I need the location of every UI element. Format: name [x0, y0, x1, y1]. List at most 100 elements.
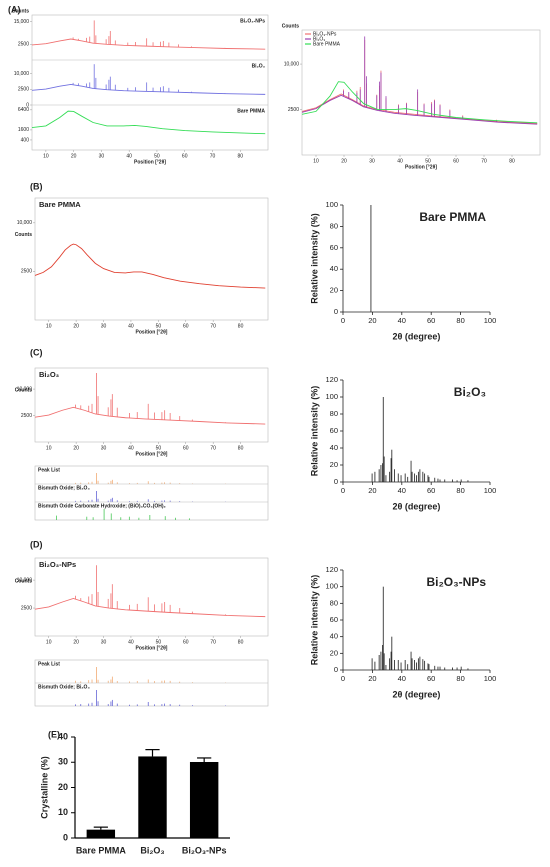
y-tick-label: 60 — [330, 426, 338, 435]
x-tick-label: 60 — [182, 153, 188, 159]
y-tick-label: 100 — [325, 392, 338, 401]
x-tick-label: 20 — [73, 323, 79, 329]
x-tick-label: 40 — [397, 158, 403, 164]
x-tick-label: 10 — [46, 323, 52, 329]
x-tick-label: 80 — [237, 153, 243, 159]
legend-label: Bi₂O₃ — [313, 36, 325, 42]
panel-label: (A) — [8, 4, 21, 14]
x-tick-label: 100 — [484, 674, 497, 683]
pattern-line — [34, 243, 266, 289]
plot-frame — [31, 14, 269, 151]
x-tick-label: 100 — [484, 316, 497, 325]
x-axis-label: 2θ (degree) — [393, 331, 441, 341]
y-tick-label: 2500 — [18, 42, 29, 48]
legend-label: Bare PMMA — [313, 41, 341, 47]
x-tick-label: 40 — [398, 316, 406, 325]
y-tick-label: 20 — [330, 648, 338, 657]
x-tick-label: 20 — [368, 674, 376, 683]
y-tick-label: 6400 — [18, 107, 29, 113]
y-tick-label: 10 — [58, 807, 68, 817]
y-tick-label: 80 — [330, 409, 338, 418]
plot-frame — [301, 29, 541, 156]
x-tick-label: 0 — [341, 316, 345, 325]
plot-title: Bare PMMA — [39, 200, 81, 209]
x-tick-label: 10 — [46, 639, 52, 645]
plot-frame — [34, 557, 269, 637]
x-tick-label: 60 — [427, 486, 435, 495]
y-tick-label: 2500 — [18, 87, 29, 93]
x-tick-label: 20 — [73, 639, 79, 645]
x-tick-label: 80 — [456, 674, 464, 683]
y-tick-label: 80 — [330, 221, 338, 230]
y-tick-label: 1600 — [18, 127, 29, 133]
trace-label: Bare PMMA — [237, 108, 265, 114]
bar — [138, 756, 167, 838]
y-tick-label: 0 — [63, 832, 68, 842]
x-tick-label: 70 — [210, 153, 216, 159]
x-tick-label: 80 — [456, 486, 464, 495]
row-label: Bismuth Oxide Carbonate Hydroxide; (BiO)… — [38, 503, 166, 509]
plot-title: Bare PMMA — [419, 210, 486, 224]
y-tick-label: 100 — [325, 200, 338, 209]
x-tick-label: Bi₂O₃-NPs — [182, 845, 227, 855]
y-tick-label: 0 — [334, 665, 338, 674]
y-tick-label: 0 — [334, 477, 338, 486]
x-tick-label: 70 — [210, 445, 216, 451]
x-tick-label: 70 — [210, 323, 216, 329]
x-tick-label: 40 — [398, 486, 406, 495]
y-tick-label: 15,000 — [14, 19, 30, 25]
x-tick-label: 10 — [46, 445, 52, 451]
row-label: Bismuth Oxide; Bi₂O₃ — [38, 485, 90, 491]
x-axis-label: 2θ (degree) — [393, 689, 441, 699]
y-tick-label: 10,000 — [14, 71, 30, 77]
x-tick-label: 80 — [238, 323, 244, 329]
x-tick-label: 40 — [128, 639, 134, 645]
pattern-line — [301, 94, 538, 125]
x-tick-label: 20 — [368, 486, 376, 495]
x-tick-label: 10 — [313, 158, 319, 164]
y-tick-label: 20 — [330, 460, 338, 469]
y-axis-label: Counts — [12, 8, 29, 14]
pattern-line — [31, 38, 266, 50]
panel-label: (B) — [30, 181, 43, 191]
y-tick-label: 100 — [325, 582, 338, 591]
y-tick-label: 40 — [330, 264, 338, 273]
y-tick-label: 400 — [21, 137, 30, 143]
pattern-line — [34, 406, 266, 425]
y-axis-label: Counts — [15, 232, 32, 238]
y-tick-label: 2500 — [21, 605, 32, 611]
plot-title: Bi₂O₃ — [39, 370, 60, 379]
x-tick-label: 50 — [156, 445, 162, 451]
x-tick-label: 60 — [183, 445, 189, 451]
plot-title: Bi₂O₃ — [454, 385, 486, 399]
row-label: Peak List — [38, 467, 60, 473]
plot-title: Bi₂O₃-NPs — [39, 560, 76, 569]
x-tick-label: 30 — [101, 323, 107, 329]
row-label: Bismuth Oxide; Bi₂O₃ — [38, 684, 90, 690]
x-tick-label: 10 — [43, 153, 49, 159]
x-tick-label: 80 — [509, 158, 515, 164]
x-tick-label: 80 — [238, 445, 244, 451]
x-tick-label: 50 — [156, 323, 162, 329]
x-tick-label: 70 — [481, 158, 487, 164]
x-tick-label: 40 — [126, 153, 132, 159]
y-axis-label: Relative intensity (%) — [309, 575, 319, 666]
x-tick-label: 40 — [128, 323, 134, 329]
plot-frame — [34, 367, 269, 443]
x-tick-label: 50 — [156, 639, 162, 645]
x-tick-label: 40 — [398, 674, 406, 683]
trace-label: Bi₂O₃-NPs — [240, 18, 265, 24]
y-axis-label: Counts — [282, 23, 299, 29]
y-tick-label: 10,000 — [17, 386, 33, 392]
panel-label: (C) — [30, 347, 43, 357]
x-axis-label: 2θ (degree) — [393, 501, 441, 511]
y-axis-label: Crystalline (%) — [39, 756, 49, 819]
y-tick-label: 20 — [58, 782, 68, 792]
x-tick-label: 60 — [183, 639, 189, 645]
y-tick-label: 30 — [58, 757, 68, 767]
y-tick-label: 60 — [330, 615, 338, 624]
x-axis-label: Position [°2θ] — [136, 451, 168, 457]
x-tick-label: 20 — [368, 316, 376, 325]
y-tick-label: 120 — [325, 565, 338, 574]
y-axis-label: Counts — [15, 388, 32, 394]
